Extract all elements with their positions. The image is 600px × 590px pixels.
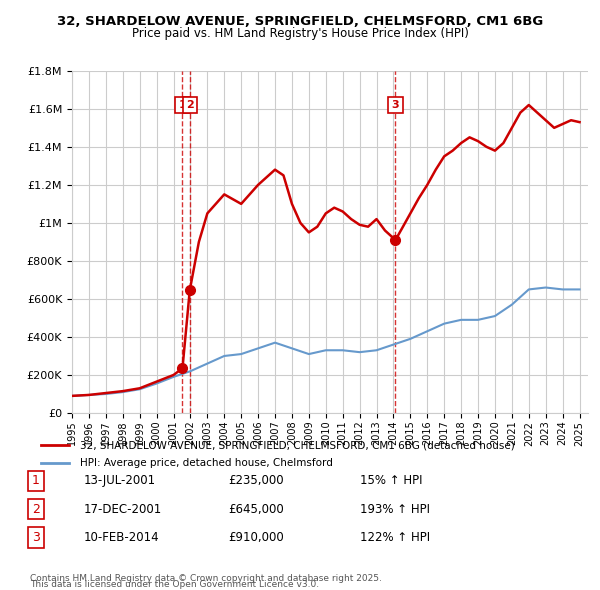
Text: 122% ↑ HPI: 122% ↑ HPI	[360, 531, 430, 544]
Text: HPI: Average price, detached house, Chelmsford: HPI: Average price, detached house, Chel…	[80, 458, 332, 468]
Text: 3: 3	[32, 531, 40, 544]
Text: 193% ↑ HPI: 193% ↑ HPI	[360, 503, 430, 516]
Text: This data is licensed under the Open Government Licence v3.0.: This data is licensed under the Open Gov…	[30, 580, 319, 589]
Text: 2: 2	[32, 503, 40, 516]
Text: £645,000: £645,000	[228, 503, 284, 516]
Text: 15% ↑ HPI: 15% ↑ HPI	[360, 474, 422, 487]
Text: 10-FEB-2014: 10-FEB-2014	[84, 531, 160, 544]
Text: 1: 1	[32, 474, 40, 487]
Text: 1: 1	[179, 100, 187, 110]
Text: £910,000: £910,000	[228, 531, 284, 544]
Text: 32, SHARDELOW AVENUE, SPRINGFIELD, CHELMSFORD, CM1 6BG: 32, SHARDELOW AVENUE, SPRINGFIELD, CHELM…	[57, 15, 543, 28]
Text: Price paid vs. HM Land Registry's House Price Index (HPI): Price paid vs. HM Land Registry's House …	[131, 27, 469, 40]
Text: £235,000: £235,000	[228, 474, 284, 487]
Text: 17-DEC-2001: 17-DEC-2001	[84, 503, 162, 516]
Text: 2: 2	[186, 100, 194, 110]
Text: 13-JUL-2001: 13-JUL-2001	[84, 474, 156, 487]
Text: 3: 3	[392, 100, 399, 110]
Text: 32, SHARDELOW AVENUE, SPRINGFIELD, CHELMSFORD, CM1 6BG (detached house): 32, SHARDELOW AVENUE, SPRINGFIELD, CHELM…	[80, 440, 514, 450]
Text: Contains HM Land Registry data © Crown copyright and database right 2025.: Contains HM Land Registry data © Crown c…	[30, 574, 382, 583]
